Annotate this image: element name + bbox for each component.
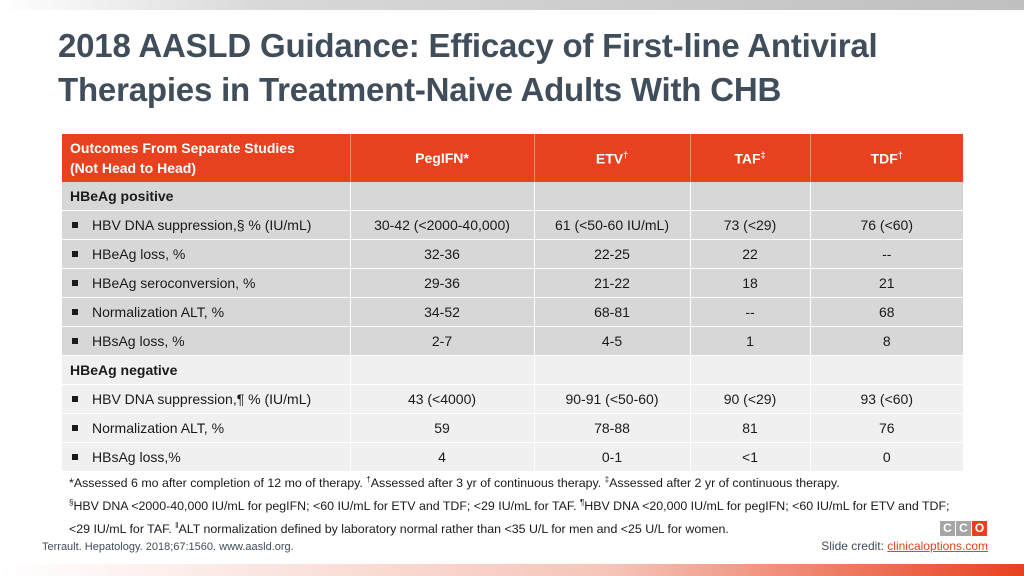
- table-row: HBsAg loss, % 2-7 4-5 1 8: [62, 326, 963, 356]
- table-row: Normalization ALT, % 59 78-88 81 76: [62, 413, 963, 443]
- cell-tdf: 76: [810, 413, 963, 443]
- cell-etv: 22-25: [534, 239, 691, 269]
- section-row-hbeag-positive: HBeAg positive: [62, 182, 963, 211]
- title-line-1: 2018 AASLD Guidance: Efficacy of First-l…: [58, 27, 878, 64]
- bullet-icon: [72, 425, 78, 432]
- row-label: HBsAg loss, %: [92, 333, 185, 349]
- cell-tdf: 68: [810, 297, 963, 327]
- row-label: HBV DNA suppression,§ % (IU/mL): [92, 217, 312, 233]
- table-header-row: Outcomes From Separate Studies (Not Head…: [62, 134, 963, 182]
- cell-pegifn: 43 (<4000): [350, 384, 535, 414]
- cell-pegifn: 34-52: [350, 297, 535, 327]
- table-row: HBV DNA suppression,§ % (IU/mL) 30-42 (<…: [62, 210, 963, 240]
- cell-taf: 81: [690, 413, 811, 443]
- page-title: 2018 AASLD Guidance: Efficacy of First-l…: [58, 24, 958, 112]
- bullet-icon: [72, 338, 78, 345]
- cell-pegifn: 4: [350, 442, 535, 472]
- cell-taf: --: [690, 297, 811, 327]
- cell-tdf: 8: [810, 326, 963, 356]
- cell-pegifn: 32-36: [350, 239, 535, 269]
- row-label: Normalization ALT, %: [92, 420, 225, 436]
- bottom-gradient-bar: [0, 564, 1024, 576]
- cell-pegifn: 29-36: [350, 268, 535, 298]
- cell-tdf: 76 (<60): [810, 210, 963, 240]
- row-label: HBsAg loss,%: [92, 449, 181, 465]
- table-row: HBsAg loss,% 4 0-1 <1 0: [62, 442, 963, 472]
- bullet-icon: [72, 280, 78, 287]
- header-taf: TAF‡: [690, 134, 811, 182]
- efficacy-table: Outcomes From Separate Studies (Not Head…: [62, 134, 963, 472]
- section-label: HBeAg negative: [62, 355, 351, 385]
- cell-taf: 22: [690, 239, 811, 269]
- table-row: HBV DNA suppression,¶ % (IU/mL) 43 (<400…: [62, 384, 963, 414]
- row-label: HBeAg loss, %: [92, 246, 186, 262]
- bullet-icon: [72, 454, 78, 461]
- cell-etv: 78-88: [534, 413, 691, 443]
- cell-tdf: 0: [810, 442, 963, 472]
- credit-link[interactable]: clinicaloptions.com: [887, 539, 988, 553]
- citation: Terrault. Hepatology. 2018;67:1560. www.…: [42, 541, 294, 553]
- cell-taf: <1: [690, 442, 811, 472]
- table-row: Normalization ALT, % 34-52 68-81 -- 68: [62, 297, 963, 327]
- header-outcomes: Outcomes From Separate Studies (Not Head…: [62, 134, 351, 182]
- cco-logo: C C O: [940, 521, 987, 536]
- bullet-icon: [72, 396, 78, 403]
- bullet-icon: [72, 251, 78, 258]
- section-row-hbeag-negative: HBeAg negative: [62, 355, 963, 385]
- title-line-2: Therapies in Treatment-Naive Adults With…: [58, 71, 782, 108]
- table-row: HBeAg loss, % 32-36 22-25 22 --: [62, 239, 963, 269]
- row-label: HBV DNA suppression,¶ % (IU/mL): [92, 391, 312, 407]
- cell-etv: 61 (<50-60 IU/mL): [534, 210, 691, 240]
- cell-etv: 68-81: [534, 297, 691, 327]
- cell-tdf: 21: [810, 268, 963, 298]
- cell-etv: 90-91 (<50-60): [534, 384, 691, 414]
- header-tdf: TDF†: [810, 134, 963, 182]
- row-label: Normalization ALT, %: [92, 304, 225, 320]
- cell-etv: 4-5: [534, 326, 691, 356]
- cell-etv: 0-1: [534, 442, 691, 472]
- bullet-icon: [72, 222, 78, 229]
- bullet-icon: [72, 309, 78, 316]
- cell-tdf: 93 (<60): [810, 384, 963, 414]
- header-etv: ETV†: [534, 134, 691, 182]
- cell-etv: 21-22: [534, 268, 691, 298]
- cell-taf: 73 (<29): [690, 210, 811, 240]
- cell-taf: 18: [690, 268, 811, 298]
- table-row: HBeAg seroconversion, % 29-36 21-22 18 2…: [62, 268, 963, 298]
- footnotes: *Assessed 6 mo after completion of 12 mo…: [69, 475, 950, 537]
- cell-pegifn: 59: [350, 413, 535, 443]
- header-pegifn: PegIFN*: [350, 134, 535, 182]
- row-label: HBeAg seroconversion, %: [92, 275, 256, 291]
- cell-pegifn: 30-42 (<2000-40,000): [350, 210, 535, 240]
- section-label: HBeAg positive: [62, 182, 351, 211]
- top-gradient-bar: [0, 0, 1024, 10]
- slide-credit: Slide credit: clinicaloptions.com: [821, 539, 988, 553]
- cell-tdf: --: [810, 239, 963, 269]
- cell-taf: 90 (<29): [690, 384, 811, 414]
- cell-taf: 1: [690, 326, 811, 356]
- cell-pegifn: 2-7: [350, 326, 535, 356]
